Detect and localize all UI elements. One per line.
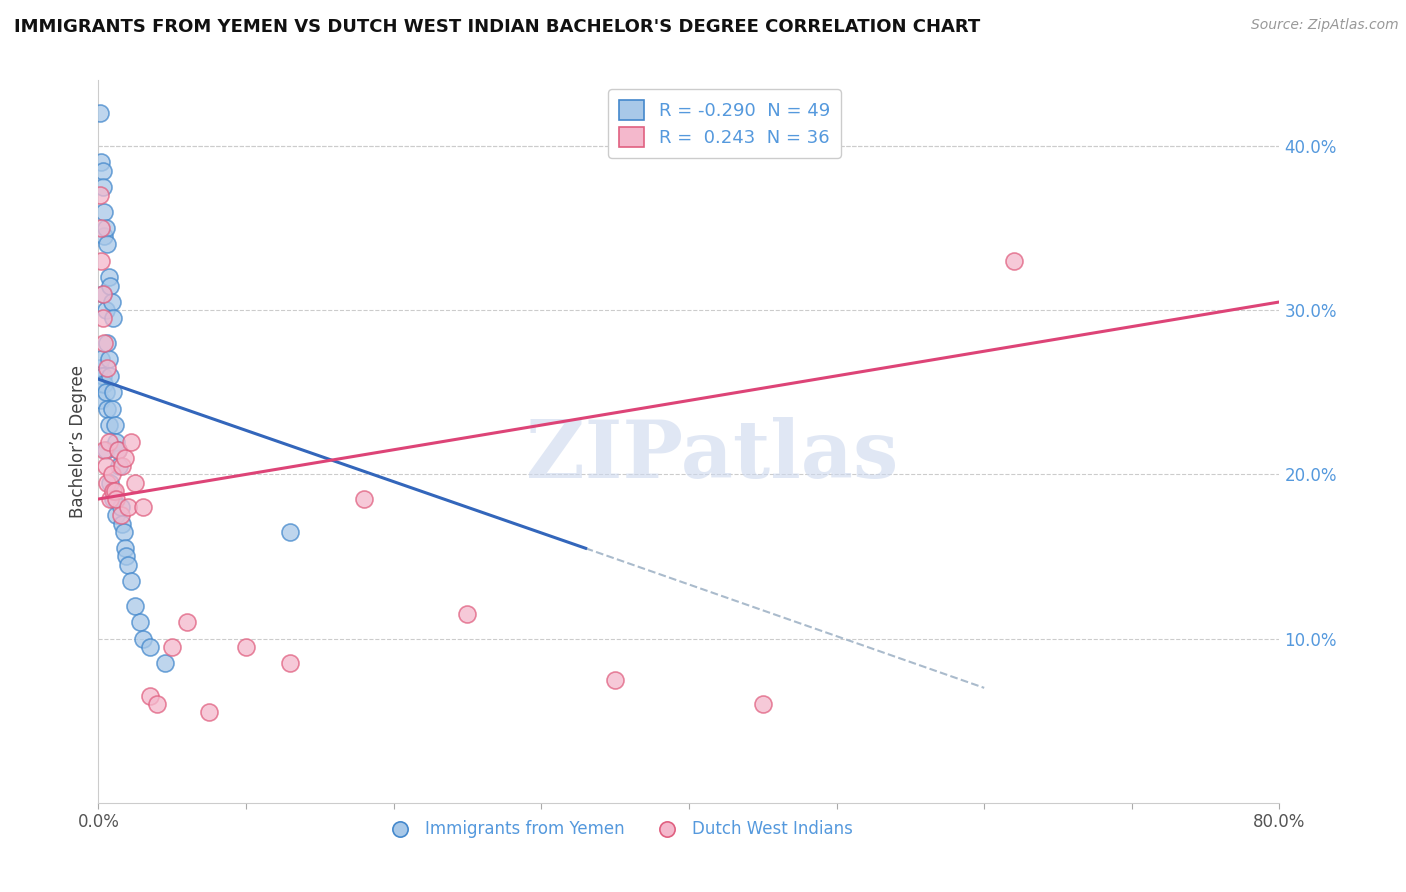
Point [93,377,115,392]
Point [110,500,132,515]
Point [124,475,146,490]
Point [235,640,257,654]
Point [94,385,117,400]
Point [93,336,115,351]
Point [100,295,122,310]
Point [98,368,121,383]
Y-axis label: Bachelor’s Degree: Bachelor’s Degree [69,365,87,518]
Point [96,401,118,416]
Point [93,204,115,219]
Point [94,459,117,474]
Point [98,278,121,293]
Point [117,558,139,572]
Point [114,450,136,465]
Point [97,352,120,367]
Point [97,434,120,449]
Point [128,615,150,630]
Point [457,607,479,621]
Point [96,237,118,252]
Point [114,541,136,556]
Legend: Immigrants from Yemen, Dutch West Indians: Immigrants from Yemen, Dutch West Indian… [377,814,859,845]
Point [91,163,114,178]
Point [139,640,162,654]
Point [115,549,138,564]
Point [96,475,118,490]
Point [280,524,302,539]
Point [90,352,112,367]
Point [90,221,112,235]
Point [89,360,111,375]
Point [353,491,375,506]
Point [111,459,134,474]
Point [89,106,111,120]
Point [91,368,114,383]
Point [98,491,121,506]
Point [103,491,125,506]
Point [90,253,112,268]
Point [108,459,131,474]
Point [162,640,183,654]
Point [103,311,125,326]
Point [90,155,112,169]
Point [124,599,146,613]
Point [96,360,118,375]
Point [90,393,112,408]
Point [132,500,155,515]
Point [103,483,125,498]
Point [120,574,142,588]
Point [97,270,120,285]
Point [605,673,627,687]
Point [103,385,125,400]
Point [93,442,115,457]
Point [117,500,139,515]
Point [89,188,111,202]
Point [91,286,114,301]
Point [96,336,118,351]
Point [94,442,117,457]
Point [280,657,302,671]
Point [97,418,120,433]
Point [112,524,135,539]
Point [110,508,132,523]
Point [100,401,122,416]
Point [94,221,117,235]
Point [104,483,127,498]
Point [139,689,162,703]
Point [105,491,128,506]
Point [176,615,198,630]
Point [93,229,115,244]
Point [107,442,129,457]
Point [91,311,114,326]
Point [105,508,128,523]
Point [91,286,114,301]
Point [91,180,114,194]
Point [94,303,117,318]
Text: ZIPatlas: ZIPatlas [526,417,898,495]
Point [1002,253,1025,268]
Point [120,434,142,449]
Point [153,657,176,671]
Point [104,418,127,433]
Point [111,516,134,531]
Point [107,442,129,457]
Text: Source: ZipAtlas.com: Source: ZipAtlas.com [1251,18,1399,32]
Point [98,475,121,490]
Point [146,698,169,712]
Text: IMMIGRANTS FROM YEMEN VS DUTCH WEST INDIAN BACHELOR'S DEGREE CORRELATION CHART: IMMIGRANTS FROM YEMEN VS DUTCH WEST INDI… [14,18,980,36]
Point [105,434,128,449]
Point [198,706,221,720]
Point [90,377,112,392]
Point [752,698,775,712]
Point [132,632,155,646]
Point [100,467,122,482]
